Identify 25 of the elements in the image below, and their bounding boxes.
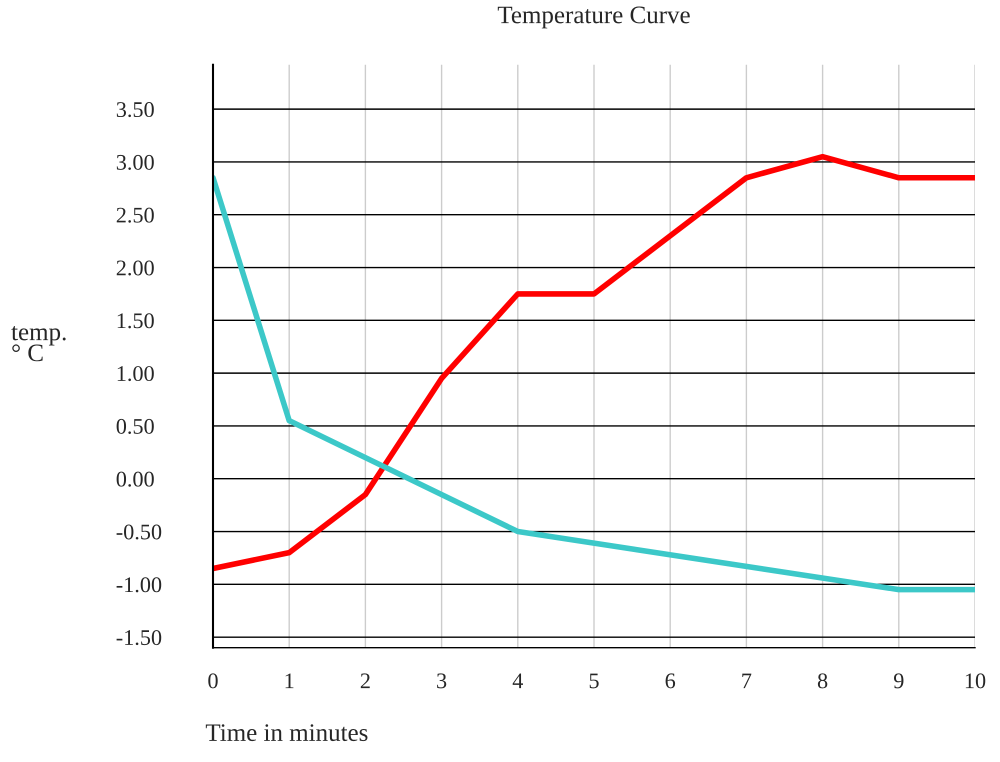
x-tick-label: 8 [818, 673, 828, 688]
x-tick-label: 4 [512, 673, 524, 688]
x-axis-title: Time in minutes [206, 724, 368, 742]
y-tick-label: 3.50 [116, 102, 154, 118]
x-tick-label: 3 [437, 673, 446, 688]
x-tick-label: 5 [590, 674, 599, 688]
y-tick-label: 1.50 [118, 313, 154, 328]
x-tick-label: 2 [360, 673, 370, 688]
chart-title: Temperature Curve [498, 6, 690, 28]
x-tick-label: 0 [208, 673, 218, 688]
y-tick-label: -1.00 [116, 577, 162, 592]
y-tick-label: 1.00 [118, 366, 154, 382]
y-tick-label: -0.50 [116, 524, 162, 540]
x-tick-label: 9 [894, 673, 904, 688]
y-tick-label: 2.00 [116, 260, 154, 276]
y-tick-label: 0.50 [116, 418, 154, 434]
y-tick-label: -1.50 [116, 630, 162, 646]
x-tick-label: 10 [966, 673, 986, 688]
y-axis-title: temp. ° C [11, 326, 66, 362]
x-tick-label: 7 [742, 674, 752, 688]
x-tick-label: 1 [286, 673, 294, 688]
y-tick-label: 3.00 [116, 154, 154, 170]
y-tick-label: 0.00 [116, 472, 154, 487]
x-tick-label: 6 [666, 673, 676, 688]
y-tick-label: 2.50 [116, 208, 154, 223]
